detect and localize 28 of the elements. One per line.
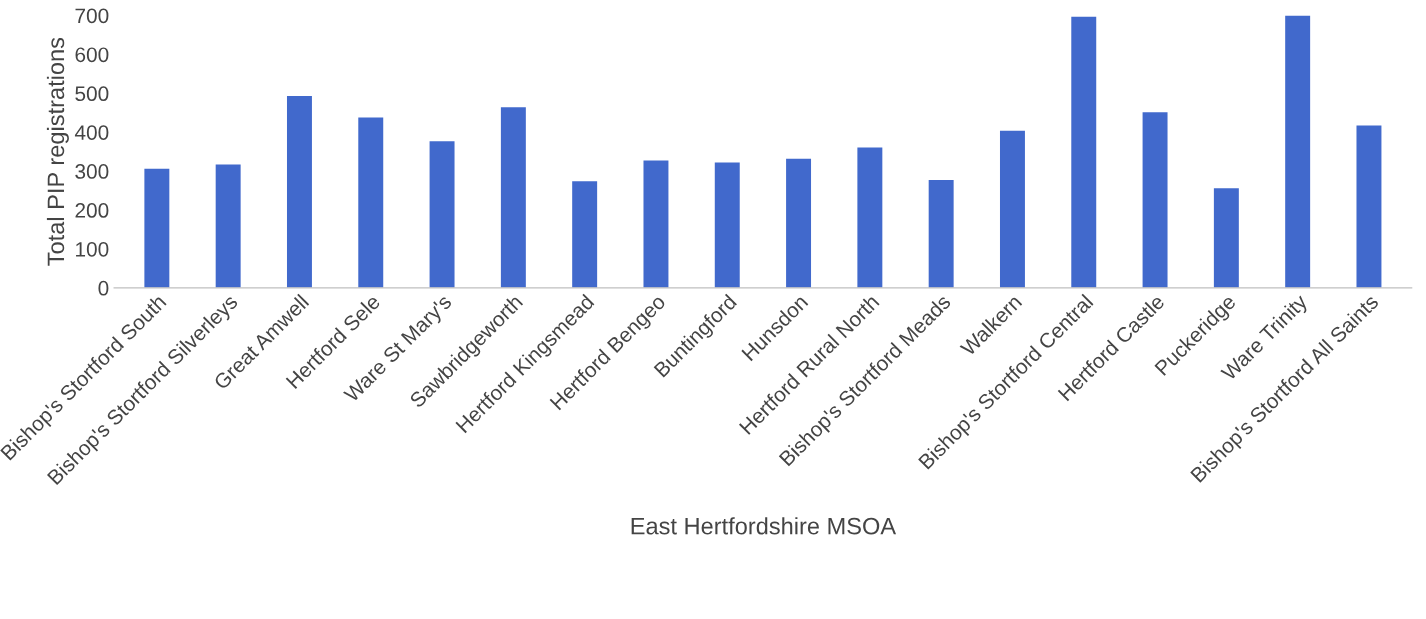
y-tick-label: 100 bbox=[76, 241, 109, 257]
bar bbox=[429, 141, 455, 288]
x-axis-title: East Hertfordshire MSOA bbox=[631, 517, 897, 535]
bar bbox=[1142, 112, 1168, 288]
bar bbox=[643, 160, 669, 288]
y-tick-label: 600 bbox=[75, 47, 109, 63]
bar bbox=[1071, 16, 1097, 288]
y-axis-title: Total PIP registrations bbox=[46, 37, 69, 266]
bar bbox=[1285, 15, 1311, 288]
bar bbox=[286, 96, 312, 288]
y-tick-label: 500 bbox=[75, 86, 109, 102]
bar bbox=[572, 181, 598, 288]
bar bbox=[500, 107, 526, 288]
y-tick-label: 0 bbox=[98, 280, 109, 296]
y-tick-label: 200 bbox=[75, 203, 109, 218]
bar bbox=[928, 180, 954, 288]
bar bbox=[999, 130, 1025, 288]
bar bbox=[857, 147, 883, 288]
bar bbox=[714, 162, 740, 288]
bar bbox=[358, 117, 384, 288]
bar bbox=[1356, 125, 1382, 288]
bar bbox=[215, 164, 241, 288]
bar bbox=[786, 158, 812, 288]
bar bbox=[144, 168, 170, 288]
y-tick-label: 400 bbox=[74, 125, 109, 140]
bar bbox=[1213, 188, 1239, 288]
y-tick-label: 700 bbox=[75, 8, 109, 24]
y-tick-label: 300 bbox=[75, 164, 109, 179]
